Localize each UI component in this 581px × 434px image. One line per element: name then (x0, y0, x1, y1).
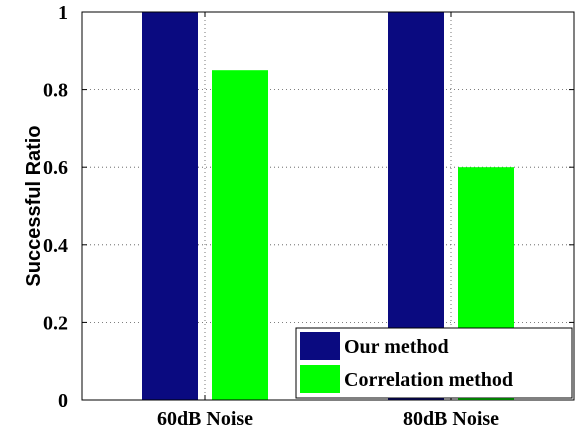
y-tick-label: 0.2 (43, 312, 68, 334)
y-axis-ticks: 0 0.2 0.4 0.6 0.8 1 (43, 2, 574, 412)
legend-swatch (300, 332, 340, 360)
x-tick-label: 80dB Noise (403, 408, 499, 430)
x-axis-ticks: 60dB Noise 80dB Noise (157, 12, 499, 430)
legend-label: Our method (344, 336, 449, 358)
bar-correlation-method-0 (212, 70, 268, 400)
gridlines (82, 12, 574, 400)
y-tick-label: 0 (58, 390, 68, 412)
y-tick-label: 1 (58, 2, 68, 24)
y-tick-label: 0.4 (43, 235, 68, 257)
plot-frame (81, 11, 575, 401)
y-axis-label: Successful Ratio (23, 125, 45, 286)
y-tick-label: 0.8 (43, 80, 68, 102)
legend-box (295, 327, 573, 399)
x-tick-label: 60dB Noise (157, 408, 253, 430)
bar-our-method-0 (142, 12, 198, 400)
legend-swatch (300, 365, 340, 393)
y-tick-label: 0.6 (43, 157, 68, 179)
legend: Our method Correlation method (295, 327, 573, 399)
legend-label: Correlation method (344, 369, 513, 391)
